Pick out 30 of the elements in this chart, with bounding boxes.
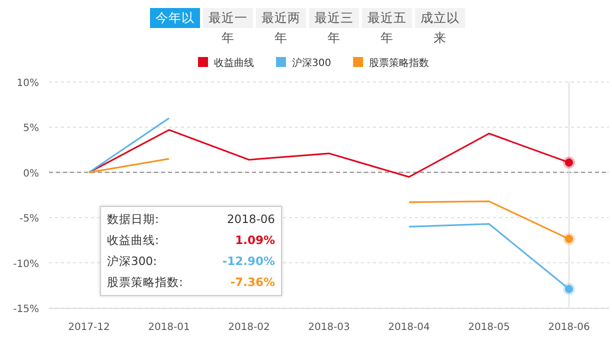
text: 最近五年 (366, 9, 408, 45)
annotation: 1.09% (235, 232, 275, 249)
text: 最近两年 (260, 9, 302, 45)
legend-label: 收益曲线 (214, 57, 254, 69)
x-tick-label: 2018-02 (228, 322, 270, 333)
x-tick-label: 2018-06 (548, 322, 590, 333)
y-tick-label: 10% (16, 78, 39, 89)
y-tick-label: -10% (13, 258, 39, 270)
legend-label: 股票策略指数 (369, 57, 430, 69)
y-tick-label: -15% (13, 304, 39, 315)
y-tick-label: -5% (20, 214, 39, 225)
y-tick-label: 5% (23, 123, 39, 134)
annotation: 沪深300: (107, 253, 157, 270)
x-tick-label: 2018-04 (388, 322, 430, 333)
annotation: 股票策略指数: (107, 274, 183, 291)
x-tick-label: 2018-03 (308, 322, 350, 333)
text: 今年以 (150, 8, 200, 28)
text: 最近一年 (208, 9, 248, 45)
text: 成立以来 (420, 9, 460, 45)
annotation: 收益曲线: (107, 232, 159, 249)
y-tick-label: 0% (23, 168, 39, 180)
legend-label: 沪深300 (292, 57, 332, 69)
annotation: 数据日期: (107, 211, 159, 228)
x-tick-label: 2018-01 (148, 322, 190, 333)
annotation: 2018-06 (226, 211, 275, 228)
x-tick-label: 2017-12 (68, 322, 110, 333)
x-tick-label: 2018-05 (468, 322, 510, 333)
annotation: -12.90% (222, 253, 275, 270)
text: 最近三年 (314, 9, 354, 45)
annotation: -7.36% (230, 274, 275, 291)
